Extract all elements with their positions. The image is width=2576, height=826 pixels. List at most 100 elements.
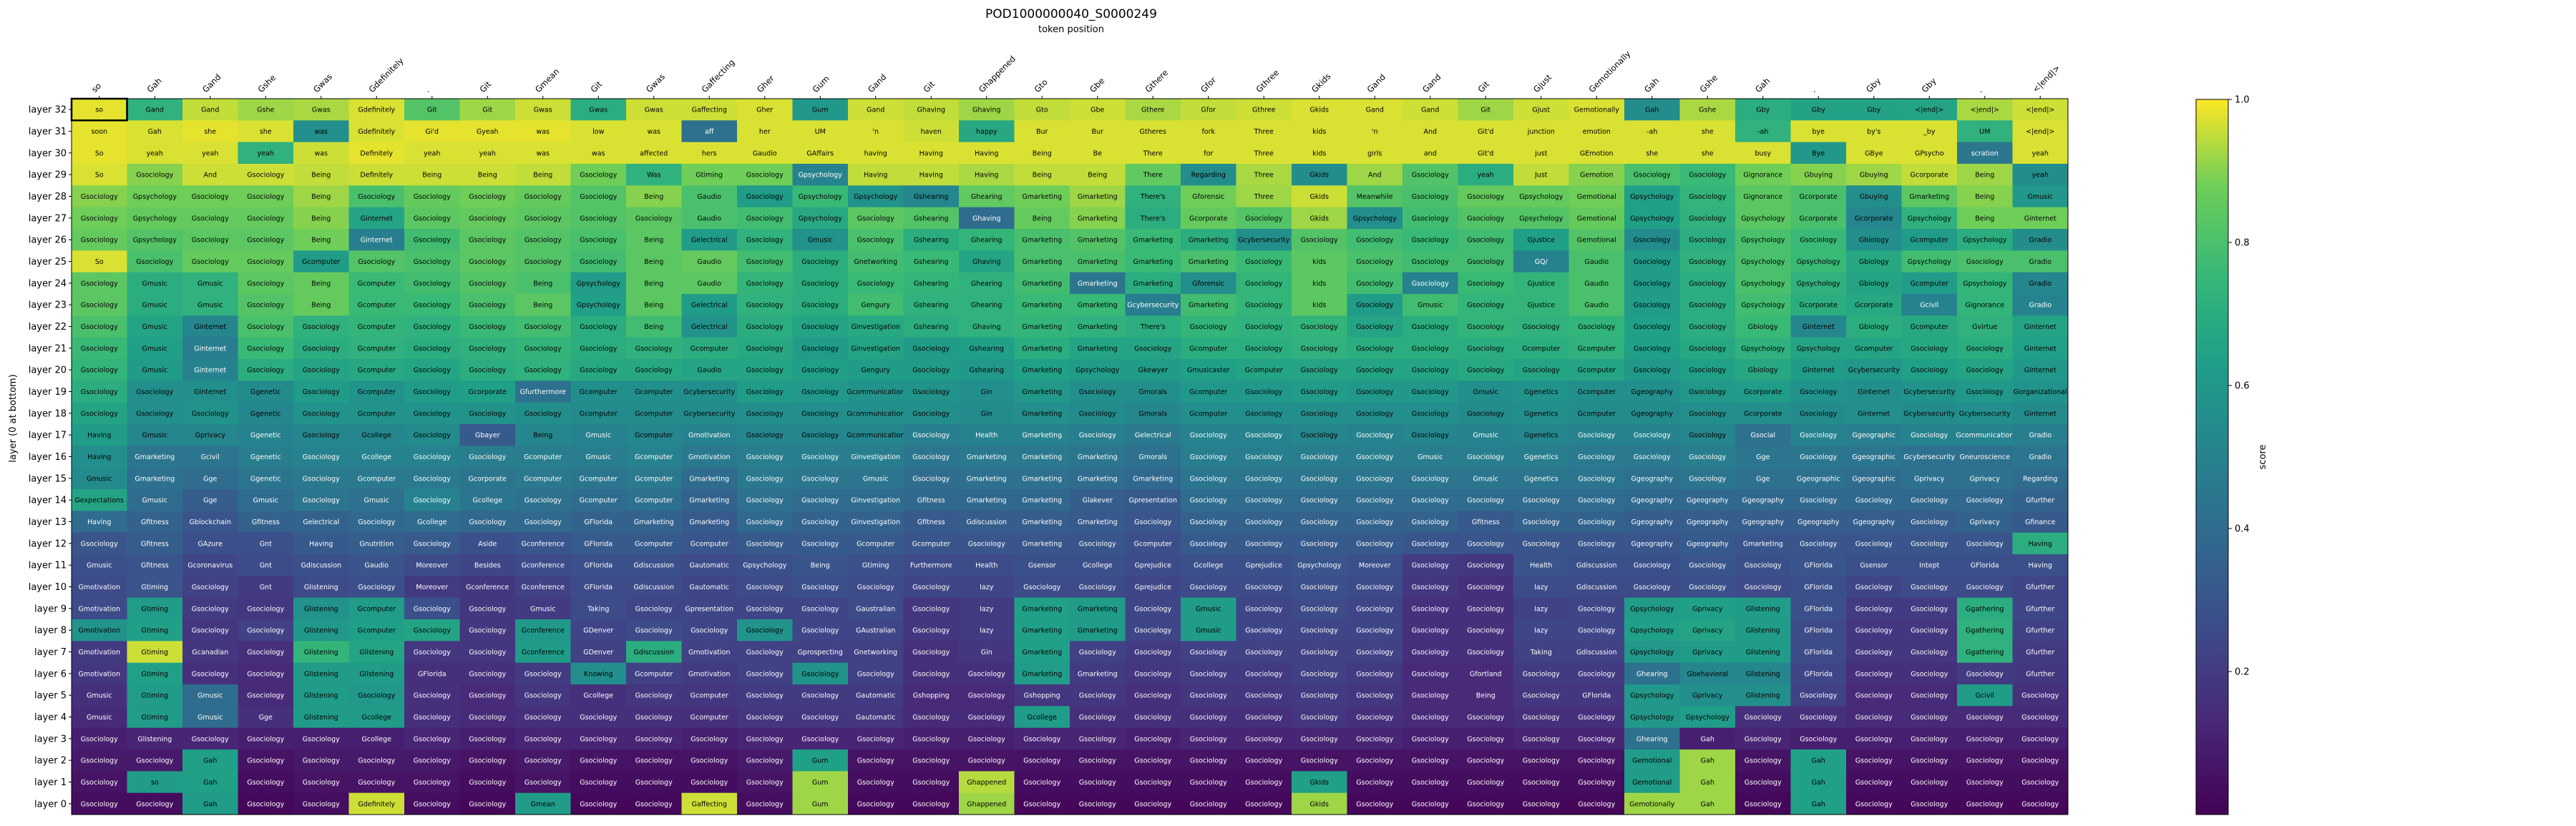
heatmap-cell bbox=[127, 511, 183, 534]
heatmap-cell bbox=[1624, 142, 1680, 164]
cell-label: Regarding bbox=[2023, 475, 2057, 483]
heatmap-cell bbox=[1513, 402, 1569, 425]
cell-label: Gsociology bbox=[1689, 584, 1726, 591]
cell-label: Having bbox=[87, 453, 111, 461]
cell-label: Gsociology bbox=[525, 779, 562, 787]
heatmap-cell bbox=[1679, 99, 1736, 121]
heatmap-cell bbox=[848, 576, 904, 599]
heatmap-cell bbox=[1513, 142, 1569, 164]
cell-label: Gsociology bbox=[1467, 410, 1504, 418]
cell-label: Gsociology bbox=[1412, 518, 1449, 526]
cell-label: Gsociology bbox=[247, 605, 284, 613]
cell-label: Gsociology bbox=[1578, 323, 1615, 331]
heatmap-cell bbox=[1236, 207, 1292, 230]
y-tick-label: layer 32 bbox=[29, 105, 67, 116]
cell-label: Gsociology bbox=[1412, 388, 1449, 396]
cell-label: Gsociology bbox=[1356, 779, 1393, 787]
heatmap-cell bbox=[2012, 207, 2069, 230]
cell-label: Gsociology bbox=[1245, 215, 1282, 222]
cell-label: Gsociology bbox=[1966, 497, 2004, 505]
cell-label: Gby bbox=[1812, 107, 1825, 114]
heatmap-cell bbox=[1790, 467, 1847, 490]
cell-label: Gthree bbox=[1252, 107, 1276, 114]
cell-label: Gmusic bbox=[530, 605, 555, 613]
heatmap-cell bbox=[348, 446, 405, 468]
cell-label: Gsociology bbox=[1800, 432, 1837, 440]
heatmap-cell bbox=[2012, 402, 2069, 425]
heatmap-cell bbox=[681, 489, 738, 511]
cell-label: Gsociology bbox=[469, 605, 506, 613]
cell-label: Gcollege bbox=[1028, 714, 1058, 722]
cell-label: Gcommunication bbox=[847, 388, 904, 396]
cell-label: UM bbox=[1979, 128, 1990, 136]
cell-label: Gaudio bbox=[364, 562, 389, 570]
cell-label: Gsociology bbox=[691, 735, 728, 743]
cell-label: Having bbox=[87, 518, 111, 526]
cell-label: Gmusic bbox=[197, 280, 223, 287]
cell-label: Gsociology bbox=[1356, 800, 1393, 808]
cell-label: Gmusicaster bbox=[1187, 367, 1230, 375]
heatmap-cell bbox=[792, 294, 849, 316]
cell-label: Gmotivation bbox=[688, 453, 730, 461]
heatmap-cell bbox=[1846, 185, 1902, 208]
heatmap-cell bbox=[1236, 99, 1292, 121]
heatmap-cell bbox=[903, 207, 960, 230]
heatmap-cell bbox=[1181, 185, 1236, 208]
cell-label: Bye bbox=[1812, 149, 1825, 157]
heatmap-cell bbox=[72, 554, 127, 576]
heatmap-cell bbox=[293, 511, 349, 534]
cell-label: Gsociology bbox=[857, 215, 894, 222]
cell-label: Gsociology bbox=[801, 453, 839, 461]
cell-label: Having bbox=[919, 172, 943, 180]
heatmap-cell bbox=[1236, 294, 1292, 316]
cell-label: Glistening bbox=[304, 714, 338, 722]
cell-label: just bbox=[1534, 149, 1548, 157]
heatmap-cell bbox=[1901, 229, 1958, 251]
cell-label: Being bbox=[644, 302, 663, 310]
heatmap-cell bbox=[737, 380, 793, 403]
cell-label: Ggeography bbox=[1687, 540, 1729, 548]
cell-label: Gsociology bbox=[746, 193, 784, 201]
heatmap-cell bbox=[1735, 229, 1791, 251]
x-tick-label: Gwas bbox=[644, 72, 667, 94]
heatmap-cell bbox=[959, 511, 1015, 534]
cell-label: so bbox=[95, 107, 103, 114]
cell-label: Gum bbox=[812, 107, 829, 114]
heatmap-cell bbox=[1125, 164, 1181, 186]
cell-label: Gsociology bbox=[1023, 800, 1060, 808]
cell-label: Gmarketing bbox=[135, 475, 175, 483]
heatmap-cell bbox=[238, 424, 294, 446]
cell-label: Gsociology bbox=[1523, 497, 1560, 505]
cell-label: Gsociology bbox=[414, 757, 451, 765]
cell-label: Gsociology bbox=[635, 800, 673, 808]
cell-label: Gsociology bbox=[746, 280, 784, 287]
x-tick-label: . bbox=[1808, 86, 1817, 94]
cell-label: Three bbox=[1254, 149, 1274, 157]
y-tick-label: layer 30 bbox=[29, 148, 67, 159]
cell-label: Gemotionally bbox=[1629, 800, 1675, 808]
cell-label: Gcybersecurity bbox=[683, 388, 735, 396]
cell-label: Gsociology bbox=[1245, 410, 1282, 418]
heatmap-cell bbox=[848, 294, 904, 316]
cell-label: Gcivil bbox=[1920, 302, 1938, 310]
cell-label: Gsociology bbox=[1911, 714, 1948, 722]
cell-label: Gsociology bbox=[1356, 388, 1393, 396]
cell-label: Gsociology bbox=[857, 237, 894, 245]
cell-label: Gsociology bbox=[1911, 540, 1948, 548]
cell-label: <|end|> bbox=[1971, 107, 1999, 114]
heatmap-cell bbox=[959, 380, 1015, 403]
heatmap-cell bbox=[1181, 99, 1236, 121]
heatmap-cell bbox=[903, 315, 960, 338]
cell-label: Gsociology bbox=[1356, 735, 1393, 743]
cell-label: Gfurther bbox=[2026, 670, 2054, 678]
heatmap-cell bbox=[1735, 272, 1791, 295]
cell-label: Gsociology bbox=[1134, 735, 1171, 743]
cell-label: Gsociology bbox=[801, 692, 839, 700]
cell-label: Ginternet bbox=[1858, 410, 1890, 418]
cell-label: Gsociology bbox=[580, 757, 617, 765]
heatmap-cell bbox=[570, 337, 627, 360]
cell-label: Gsociology bbox=[746, 735, 784, 743]
cell-label: Gcorporate bbox=[1855, 215, 1893, 222]
cell-label: Being bbox=[1088, 172, 1107, 180]
heatmap-cell bbox=[681, 446, 738, 468]
